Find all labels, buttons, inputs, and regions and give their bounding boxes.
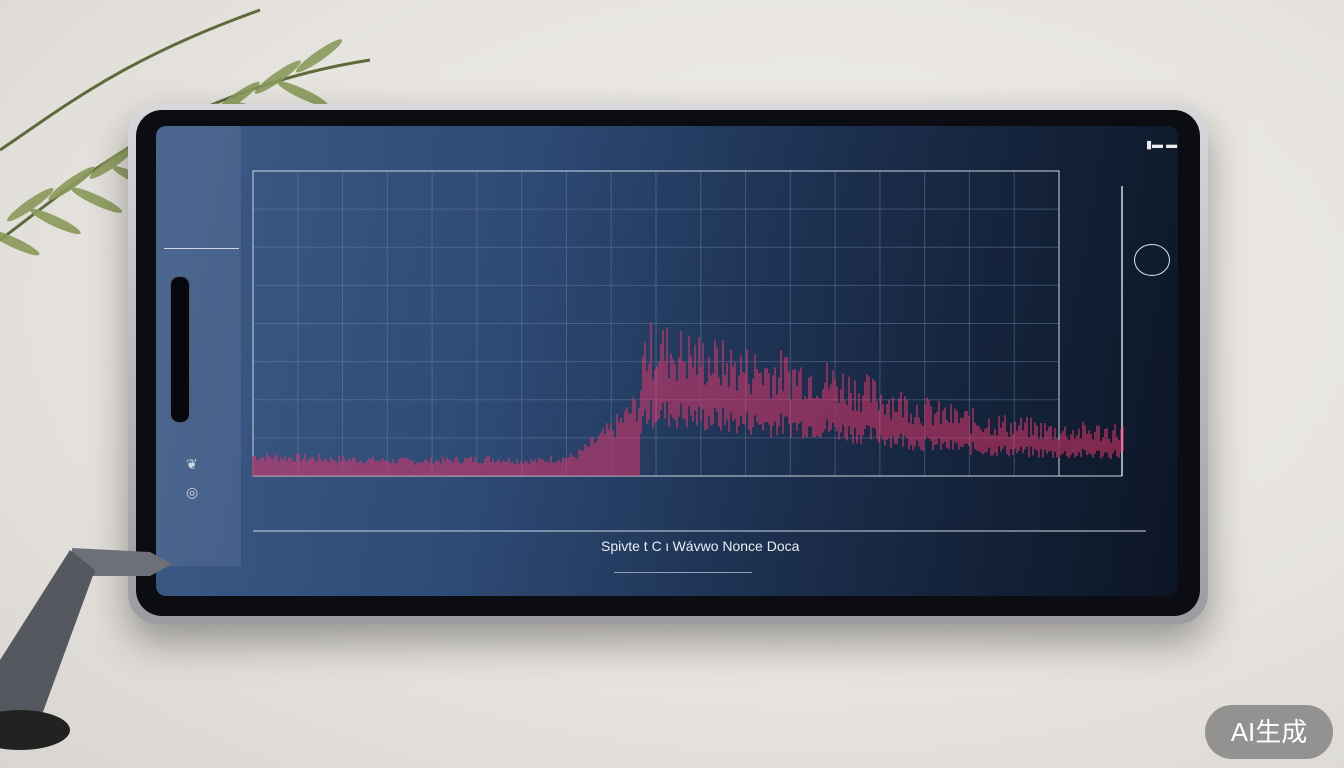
leaf (254, 60, 301, 94)
leaf (71, 187, 123, 213)
circle-target-icon[interactable] (1134, 244, 1170, 276)
leaf (295, 39, 343, 73)
scroll-handle[interactable] (170, 276, 190, 423)
leaf (0, 230, 40, 256)
sidebar: ❦ ◎ (156, 126, 241, 566)
divider (614, 572, 752, 573)
divider (164, 248, 239, 249)
leaf (277, 81, 329, 107)
screen: ❦ ◎ ▮▬ ▬ Spivte t C ι Wávwo Nonce Doca (156, 126, 1178, 596)
tablet: ❦ ◎ ▮▬ ▬ Spivte t C ι Wávwo Nonce Doca (128, 104, 1208, 624)
leaf-icon[interactable]: ❦ (186, 456, 198, 472)
waveform-chart (252, 170, 1146, 532)
leaf (48, 166, 95, 200)
battery-icon: ▮▬ ▬ (1146, 139, 1178, 151)
chart-caption: Spivte t C ι Wávwo Nonce Doca (601, 538, 800, 554)
circle-icon[interactable]: ◎ (186, 484, 199, 500)
leaf (29, 208, 81, 235)
leaf (7, 188, 54, 222)
leaf (89, 145, 136, 179)
stylus (0, 548, 172, 750)
watermark-badge: AI生成 (1205, 705, 1333, 759)
